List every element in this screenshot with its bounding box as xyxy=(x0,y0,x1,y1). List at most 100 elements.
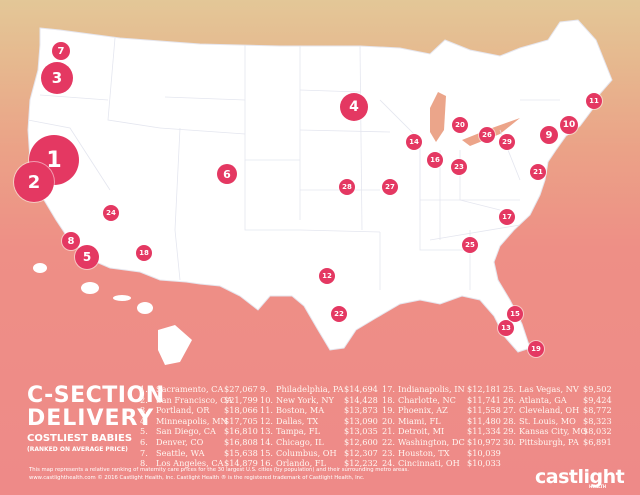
city-marker-24: 24 xyxy=(103,205,119,221)
legend-row: 20. Miami, FL $11,480 xyxy=(382,416,502,427)
legend-rank: 19. xyxy=(382,405,396,416)
city-marker-20: 20 xyxy=(452,117,468,133)
legend-city: Boston, MA xyxy=(276,405,325,416)
legend-price: $10,972 xyxy=(467,436,501,447)
legend-row: 7. Seattle, WA $15,638 xyxy=(140,448,260,459)
city-marker-25: 25 xyxy=(462,237,478,253)
legend-city: Denver, CO xyxy=(156,436,204,447)
legend-row: 21. Detroit, MI $11,334 xyxy=(382,426,502,437)
legend-rank: 6. xyxy=(140,436,148,447)
legend-row: 23. Houston, TX $10,039 xyxy=(382,448,502,459)
title-line1: C-SECTION xyxy=(27,383,165,408)
city-marker-29: 29 xyxy=(499,134,515,150)
legend-rank: 21. xyxy=(382,426,396,437)
legend-city: San Diego, CA xyxy=(156,426,216,437)
title-block: C-SECTION DELIVERY COSTLIEST BABIES (RAN… xyxy=(27,384,165,454)
city-marker-18: 18 xyxy=(136,245,152,261)
legend-rank: 23. xyxy=(382,447,396,458)
city-marker-17: 17 xyxy=(499,209,515,225)
legend-price: $14,694 xyxy=(344,384,378,394)
legend-city: Orlando, FL xyxy=(276,458,326,469)
legend-column-3: 17. Indianapolis, IN $12,181 18. Charlotte, … xyxy=(382,384,502,469)
subtitle-note: (RANKED ON AVERAGE PRICE) xyxy=(27,446,128,453)
legend-price: $12,307 xyxy=(344,447,378,458)
legend-price: $21,799 xyxy=(224,394,258,405)
legend-price: $8,323 xyxy=(583,415,612,426)
legend-rank: 22. xyxy=(382,436,396,447)
city-marker-22: 22 xyxy=(331,306,347,322)
legend-city: Phoenix, AZ xyxy=(398,405,448,416)
city-marker-5: 5 xyxy=(75,245,99,269)
legend-price: $13,873 xyxy=(344,405,378,416)
legend-price: $14,428 xyxy=(344,394,378,405)
legend-price: $11,558 xyxy=(467,405,501,416)
legend-price: $9,502 xyxy=(583,384,612,394)
city-marker-8: 8 xyxy=(62,232,80,250)
legend-row: 29. Kansas City, MO $8,032 xyxy=(503,426,623,437)
legend-row: 17. Indianapolis, IN $12,181 xyxy=(382,384,502,395)
footer-note: This map represents a relative ranking o… xyxy=(29,467,409,482)
legend-row: 18. Charlotte, NC $11,741 xyxy=(382,395,502,406)
city-marker-23: 23 xyxy=(451,159,467,175)
legend-city: Sacramento, CA xyxy=(156,384,224,394)
legend-price: $10,039 xyxy=(467,447,501,458)
legend-rank: 15. xyxy=(260,447,274,458)
footer-line2: www.castlighthealth.com © 2016 Castlight… xyxy=(29,474,365,481)
legend-city: Portland, OR xyxy=(156,405,210,416)
legend-row: 12. Dallas, TX $13,090 xyxy=(260,416,380,427)
city-marker-1: 1 xyxy=(29,135,79,185)
legend-price: $8,032 xyxy=(583,426,612,437)
city-marker-10: 10 xyxy=(560,116,578,134)
city-marker-2: 2 xyxy=(14,162,54,202)
legend-city: Atlanta, GA xyxy=(519,394,567,405)
legend-city: San Francisco, CA xyxy=(156,394,233,405)
legend-price: $8,772 xyxy=(583,405,612,416)
legend-rank: 3. xyxy=(140,405,148,416)
legend-rank: 11. xyxy=(260,405,274,416)
legend-city: New York, NY xyxy=(276,394,334,405)
legend-row: 4. Minneapolis, MN $17,705 xyxy=(140,416,260,427)
city-marker-12: 12 xyxy=(319,268,335,284)
lake-michigan xyxy=(430,92,446,142)
legend-row: 14. Chicago, IL $12,600 xyxy=(260,437,380,448)
city-marker-6: 6 xyxy=(217,164,237,184)
legend-row: 25. Las Vegas, NV $9,502 xyxy=(503,384,623,395)
city-marker-21: 21 xyxy=(530,164,546,180)
legend-row: 22. Washington, DC $10,972 xyxy=(382,437,502,448)
legend-rank: 10. xyxy=(260,394,274,405)
legend-rank: 5. xyxy=(140,426,148,437)
legend-rank: 1. xyxy=(140,384,148,394)
legend-rank: 20. xyxy=(382,415,396,426)
legend-row: 1. Sacramento, CA $27,067 xyxy=(140,384,260,395)
city-marker-7: 7 xyxy=(52,42,70,60)
legend-rank: 30. xyxy=(503,436,517,447)
legend-price: $13,090 xyxy=(344,415,378,426)
legend-row: 16. Orlando, FL $12,232 xyxy=(260,458,380,469)
castlight-logo: castlight xyxy=(535,466,625,488)
legend-city: Cleveland, OH xyxy=(519,405,580,416)
legend-column-4: 25. Las Vegas, NV $9,502 26. Atlanta, GA $9,4… xyxy=(503,384,623,448)
legend-row: 15. Columbus, OH $12,307 xyxy=(260,448,380,459)
city-marker-13: 13 xyxy=(498,320,514,336)
legend-row: 11. Boston, MA $13,873 xyxy=(260,405,380,416)
legend-rank: 18. xyxy=(382,394,396,405)
legend-city: Columbus, OH xyxy=(276,447,337,458)
legend-row: 8. Los Angeles, CA $14,879 xyxy=(140,458,260,469)
legend-price: $12,600 xyxy=(344,436,378,447)
legend-rank: 12. xyxy=(260,415,274,426)
legend-price: $13,035 xyxy=(344,426,378,437)
legend-city: Philadelphia, PA xyxy=(276,384,344,394)
legend-city: Miami, FL xyxy=(398,415,441,426)
legend-row: 27. Cleveland, OH $8,772 xyxy=(503,405,623,416)
legend-rank: 26. xyxy=(503,394,517,405)
legend-city: Kansas City, MO xyxy=(519,426,588,437)
footer-line1: This map represents a relative ranking o… xyxy=(29,467,409,473)
city-marker-3: 3 xyxy=(41,62,73,94)
legend-row: 2. San Francisco, CA $21,799 xyxy=(140,395,260,406)
legend-row: 10. New York, NY $14,428 xyxy=(260,395,380,406)
legend-price: $27,067 xyxy=(224,384,258,394)
legend-row: 24. Cincinnati, OH $10,033 xyxy=(382,458,502,469)
state-borders xyxy=(27,37,560,290)
legend-city: Dallas, TX xyxy=(276,415,319,426)
